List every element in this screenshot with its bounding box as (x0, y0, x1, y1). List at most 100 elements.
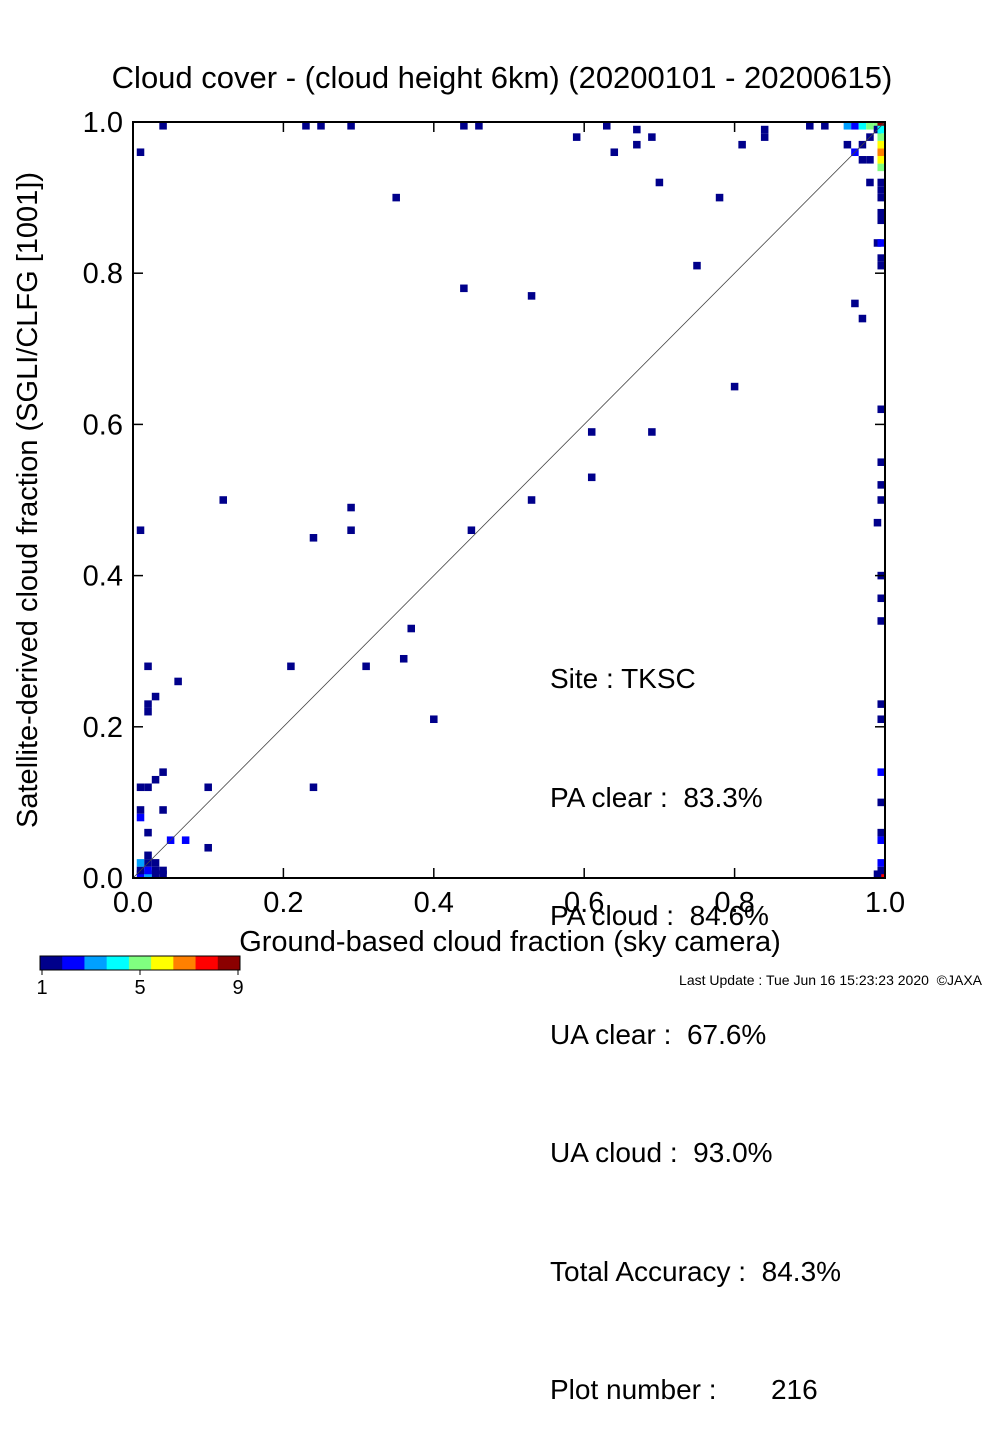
heatmap-cell (877, 148, 885, 157)
heatmap-cell (877, 859, 885, 867)
heatmap-cell (693, 261, 701, 270)
heatmap-cell (877, 186, 885, 194)
x-tick-label: 0.0 (113, 887, 153, 919)
heatmap-cell (851, 122, 859, 130)
colorbar-segment (40, 956, 63, 970)
heatmap-cell (738, 140, 746, 149)
colorbar-segment (195, 956, 219, 970)
heatmap-cell (430, 715, 438, 724)
accuracy-stats: Site : TKSC PA clear : 83.3% PA cloud : … (550, 580, 841, 1449)
heatmap-cell (460, 122, 468, 130)
colorbar-tick-label: 1 (36, 977, 47, 999)
heatmap-cell (873, 518, 882, 527)
y-axis-label: Satellite-derived cloud fraction (SGLI/C… (12, 172, 44, 828)
heatmap-cell (347, 526, 355, 535)
heatmap-cell (460, 284, 468, 293)
last-update-footer: Last Update : Tue Jun 16 15:23:23 2020 ©… (679, 972, 982, 988)
y-tick-label: 0.2 (83, 712, 123, 744)
heatmap-cell (572, 133, 581, 141)
heatmap-cell (159, 768, 167, 776)
y-tick-label: 0.4 (83, 561, 123, 593)
heatmap-cell (821, 122, 829, 130)
heatmap-cell (877, 798, 885, 807)
heatmap-cell (866, 178, 874, 187)
heatmap-cell (858, 156, 867, 164)
colorbar-segment (217, 956, 241, 970)
plot-number-label: Plot number : 216 (550, 1374, 818, 1405)
heatmap-cell (633, 140, 641, 149)
heatmap-cell (603, 122, 611, 130)
heatmap-cell (858, 314, 867, 323)
cloud-cover-chart: Cloud cover - (cloud height 6km) (202001… (12, 60, 905, 999)
heatmap-cell (877, 254, 885, 262)
x-tick-label: 0.2 (263, 887, 303, 919)
heatmap-cell (877, 125, 885, 134)
heatmap-cell (866, 122, 874, 130)
heatmap-cell (136, 526, 145, 535)
heatmap-cell (219, 496, 227, 504)
heatmap-cell (151, 866, 160, 875)
heatmap-cell (877, 496, 885, 504)
heatmap-cell (309, 783, 318, 792)
heatmap-cell (858, 122, 867, 130)
pa-cloud-label: PA cloud : 84.6% (550, 900, 769, 931)
heatmap-cell (159, 806, 167, 814)
total-accuracy-label: Total Accuracy : 84.3% (550, 1255, 842, 1287)
heatmap-cell (851, 299, 859, 308)
heatmap-cell (610, 148, 619, 157)
axes: 0.0 0.2 0.4 0.6 0.8 1.0 0.0 0.2 0.4 0.6 0.8 1.0 (83, 107, 905, 919)
one-to-one-line (132, 121, 886, 879)
x-tick-label: 0.8 (714, 887, 754, 919)
y-tick-label: 0.6 (83, 409, 123, 441)
heatmap-cell (877, 617, 885, 625)
y-tick-label: 1.0 (83, 107, 123, 139)
heatmap-cell (877, 163, 885, 172)
heatmap-cell (877, 715, 885, 724)
heatmap-cell (877, 178, 885, 187)
heatmap-cell (877, 208, 885, 217)
heatmap-cell (843, 122, 852, 130)
colorbar-tick-label: 9 (232, 977, 243, 999)
heatmap-cell (392, 193, 400, 202)
heatmap-cell (144, 866, 152, 875)
heatmap-cell (877, 768, 885, 776)
heatmap-cell (144, 707, 152, 716)
heatmap-cell (877, 239, 885, 247)
heatmap-cell (144, 828, 152, 837)
heatmap-cell (151, 859, 160, 867)
heatmap-cell (877, 156, 885, 164)
heatmap-cell (655, 178, 664, 187)
heatmap-cell (527, 292, 536, 300)
heatmap-cell (587, 428, 596, 436)
heatmap-cell (144, 662, 152, 671)
heatmap-cell (144, 783, 152, 792)
heatmap-cell (347, 503, 355, 512)
heatmap-cell (159, 866, 167, 875)
heatmap-cell (362, 662, 370, 671)
heatmap-cell (877, 594, 885, 603)
x-tick-label: 0.4 (414, 887, 454, 919)
heatmap-cell (151, 692, 160, 701)
heatmap-cell (136, 859, 145, 867)
chart-title: Cloud cover - (cloud height 6km) (202001… (112, 60, 893, 95)
heatmap-cells (136, 122, 885, 878)
ua-clear-label: UA clear : 67.6% (550, 1018, 767, 1050)
heatmap-cell (407, 624, 415, 633)
heatmap-cell (760, 125, 769, 134)
heatmap-cell (877, 481, 885, 489)
heatmap-cell (144, 851, 152, 860)
heatmap-cell (174, 677, 182, 686)
heatmap-cell (877, 261, 885, 270)
heatmap-cell (866, 156, 874, 164)
heatmap-cell (136, 148, 145, 157)
heatmap-cell (136, 783, 145, 792)
heatmap-cell (287, 662, 295, 671)
heatmap-cell (843, 140, 852, 149)
heatmap-cell (527, 496, 536, 504)
heatmap-cell (204, 843, 212, 852)
heatmap-cell (877, 193, 885, 202)
heatmap-cell (877, 700, 885, 708)
x-tick-label: 0.6 (564, 887, 604, 919)
colorbar-segment (84, 956, 108, 970)
heatmap-cell (317, 122, 325, 130)
